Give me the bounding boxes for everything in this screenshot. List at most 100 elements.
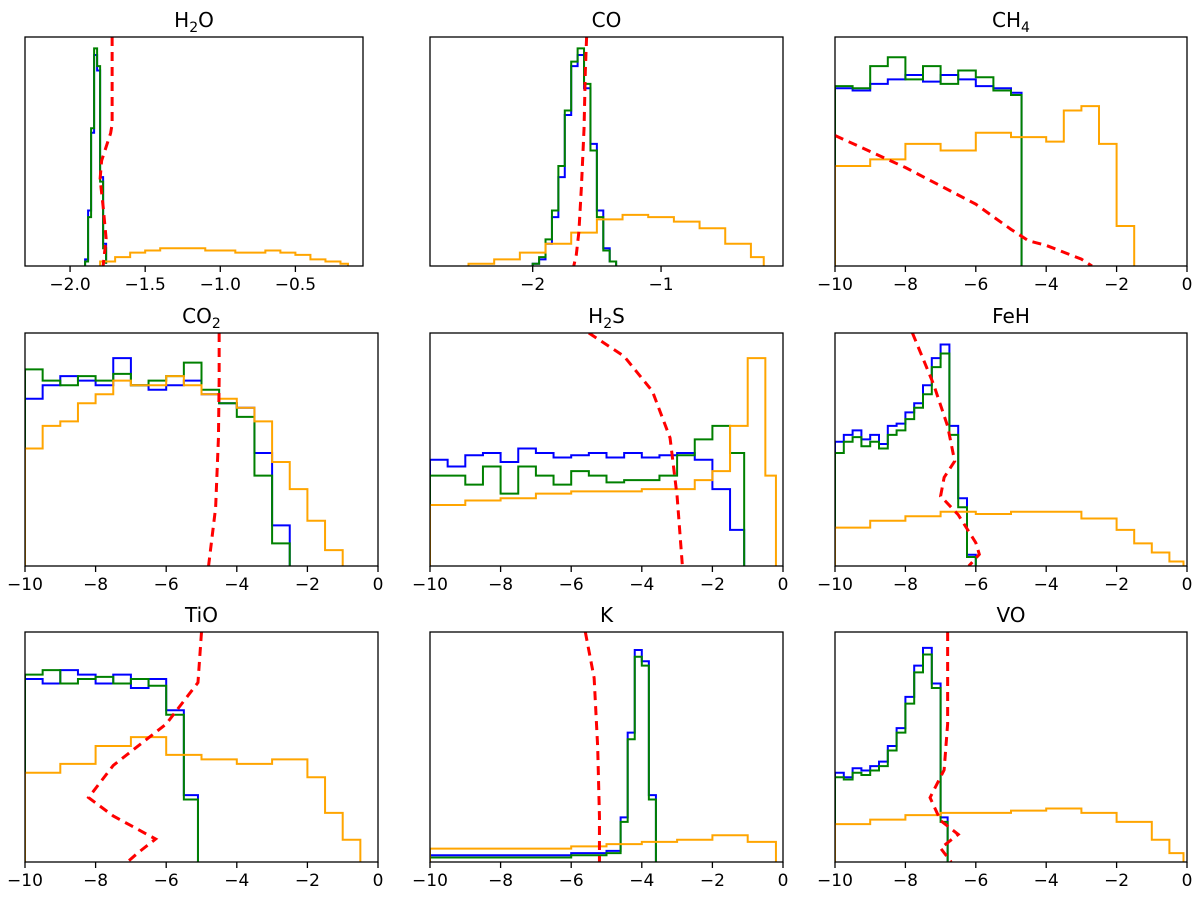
x-tick-label: −1 <box>649 275 674 295</box>
axes-frame <box>24 631 379 863</box>
histogram-orange <box>835 510 1185 566</box>
plot-area <box>430 333 777 566</box>
plot-area <box>467 37 765 266</box>
x-tick-label: −8 <box>893 275 918 295</box>
x-tick-label: −8 <box>83 871 108 891</box>
x-tick-label: −6 <box>154 871 179 891</box>
x-tick-label: −8 <box>488 575 513 595</box>
profile-curve <box>86 632 203 862</box>
panel-title: TiO <box>184 603 218 627</box>
axes-frame <box>429 332 784 567</box>
x-tick-label: 0 <box>778 575 789 595</box>
x-tick-label: −6 <box>963 275 988 295</box>
profile-curve <box>572 37 589 266</box>
histogram-green <box>835 352 977 566</box>
plot-area <box>430 632 777 862</box>
histogram-blue <box>430 447 746 566</box>
x-tick-label: −1.0 <box>200 275 241 295</box>
histogram-orange <box>467 213 765 266</box>
panel-co: −2 −1 CO <box>429 8 784 295</box>
panel-title: VO <box>996 603 1025 627</box>
histogram-green <box>430 655 657 862</box>
axes-frame <box>429 36 784 267</box>
histogram-orange <box>99 247 349 266</box>
panel-h2o: −2.0 −1.5 −1.0 −0.5 H2O <box>24 8 364 295</box>
x-tick-label: −4 <box>629 575 654 595</box>
x-tick-label: 0 <box>1182 575 1193 595</box>
x-tick-label: 0 <box>373 575 384 595</box>
x-tick-label: −2.0 <box>49 275 90 295</box>
profile-curve <box>835 134 1093 266</box>
panel-title: H2O <box>174 8 214 36</box>
histogram-blue <box>835 73 1023 266</box>
plot-area <box>25 632 362 862</box>
profile-curve <box>911 333 982 566</box>
axes-frame <box>834 631 1188 863</box>
x-tick-label: −4 <box>1034 275 1059 295</box>
x-tick-label: −10 <box>817 275 853 295</box>
x-tick-label: −6 <box>559 871 584 891</box>
x-tick-label: −6 <box>559 575 584 595</box>
histogram-orange <box>25 375 344 566</box>
histogram-blue <box>835 343 977 566</box>
x-tick-label: −4 <box>224 575 249 595</box>
plot-area <box>25 333 344 566</box>
x-tick-label: −4 <box>1034 871 1059 891</box>
panel-title: FeH <box>992 304 1030 328</box>
profile-curve <box>928 632 961 862</box>
panel-k: −10 −8 −6 −4 −2 0 K <box>412 603 788 891</box>
panel-co2: −10 −8 −6 −4 −2 0 CO2 <box>7 304 383 595</box>
profile-curve <box>207 333 221 566</box>
x-tick-label: −10 <box>817 871 853 891</box>
x-tick-label: −8 <box>83 575 108 595</box>
panel-feh: −10 −8 −6 −4 −2 0 FeH <box>817 304 1192 595</box>
plot-area <box>835 333 1185 566</box>
x-tick-label: 0 <box>778 871 789 891</box>
histogram-blue <box>430 649 657 862</box>
profile-curve <box>583 632 601 862</box>
x-tick-label: −4 <box>629 871 654 891</box>
x-tick-label: −6 <box>963 871 988 891</box>
panel-tio: −10 −8 −6 −4 −2 0 TiO <box>7 603 383 891</box>
x-tick-label: −10 <box>7 871 43 891</box>
x-tick-label: −8 <box>893 575 918 595</box>
x-tick-label: −10 <box>412 871 448 891</box>
x-tick-label: 0 <box>1182 871 1193 891</box>
axes-frame <box>834 332 1188 567</box>
x-tick-label: −10 <box>817 575 853 595</box>
panel-title: CO2 <box>182 304 221 332</box>
x-tick-label: −0.5 <box>275 275 316 295</box>
x-tick-label: −2 <box>1104 871 1129 891</box>
histogram-blue <box>835 646 949 862</box>
histogram-green <box>84 47 108 266</box>
panel-h2s: −10 −8 −6 −4 −2 0 H2S <box>412 304 788 595</box>
plot-area <box>835 632 1185 862</box>
histogram-green <box>835 56 1023 266</box>
x-tick-label: −1.5 <box>125 275 166 295</box>
profile-curve <box>588 333 684 566</box>
histogram-orange <box>835 807 1185 862</box>
x-tick-label: −2 <box>700 871 725 891</box>
x-tick-label: −6 <box>154 575 179 595</box>
x-tick-label: −2 <box>1104 275 1129 295</box>
histogram-orange <box>835 105 1136 266</box>
panel-ch4: −10 −8 −6 −4 −2 0 CH4 <box>817 8 1192 295</box>
panel-title: CH4 <box>992 8 1030 36</box>
histogram-green <box>430 424 746 566</box>
x-tick-label: −2 <box>1104 575 1129 595</box>
histogram-orange <box>25 736 362 862</box>
histogram-green <box>25 361 291 566</box>
x-tick-label: −10 <box>7 575 43 595</box>
histogram-orange <box>430 357 777 566</box>
panel-title: K <box>600 603 614 627</box>
x-tick-label: −8 <box>893 871 918 891</box>
axes-frame <box>429 631 784 863</box>
x-tick-label: −8 <box>488 871 513 891</box>
x-tick-label: −10 <box>412 575 448 595</box>
axes-frame <box>24 332 379 567</box>
x-tick-label: 0 <box>373 871 384 891</box>
x-tick-label: −2 <box>295 871 320 891</box>
histogram-blue <box>25 357 291 566</box>
x-tick-label: 0 <box>1182 275 1193 295</box>
x-tick-label: −2 <box>520 275 545 295</box>
